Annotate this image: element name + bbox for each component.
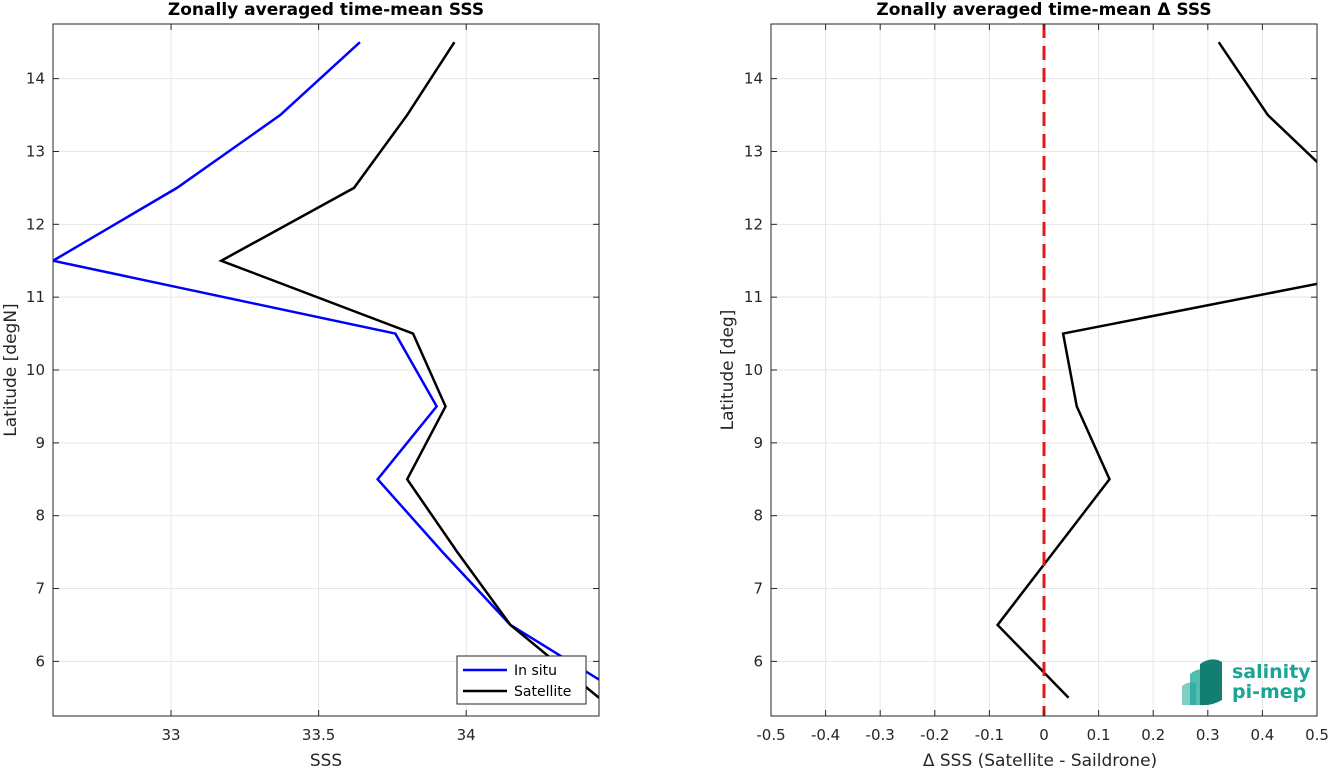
right-y-tick-label: 10	[744, 361, 763, 379]
right-y-tick-label: 14	[744, 70, 763, 88]
left-chart-panel: 33 33.5 34 6 7 8 9 10 11 12 13 14 Zonally averaged …	[1, 0, 600, 769]
right-x-tick-label: 0.3	[1196, 726, 1220, 744]
right-x-tick-label: -0.5	[756, 726, 785, 744]
left-y-tick-label: 10	[26, 361, 45, 379]
right-x-tick-label: 0	[1039, 726, 1049, 744]
right-y-axis-label: Latitude [deg]	[718, 310, 738, 431]
right-x-tick-label: 0.2	[1141, 726, 1165, 744]
left-y-tick-label: 13	[26, 142, 45, 160]
left-y-tick-label: 6	[35, 652, 45, 670]
right-x-tick-label: 0.1	[1087, 726, 1111, 744]
left-y-axis-label: Latitude [degN]	[1, 303, 21, 436]
right-y-tick-label: 11	[744, 288, 763, 306]
right-series-layer	[995, 24, 1317, 716]
right-chart-panel: -0.5 -0.4 -0.3 -0.2 -0.1 0 0.1 0.2 0.3 0.4 0.5 6 7 8 9…	[718, 0, 1329, 769]
logo-waves-icon	[1182, 659, 1222, 706]
right-ticks: -0.5 -0.4 -0.3 -0.2 -0.1 0 0.1 0.2 0.3 0.4 0.5 6 7 8 9…	[744, 24, 1329, 744]
salinity-pi-mep-logo: salinity pi-mep	[1182, 659, 1311, 706]
left-ticks: 33 33.5 34 6 7 8 9 10 11 12 13 14	[26, 24, 599, 744]
left-x-axis-label: SSS	[310, 751, 342, 769]
right-x-tick-label: -0.2	[920, 726, 949, 744]
left-y-tick-label: 11	[26, 288, 45, 306]
right-y-tick-label: 9	[753, 434, 763, 452]
right-chart-title: Zonally averaged time-mean Δ SSS	[876, 0, 1211, 20]
logo-line-2: pi-mep	[1232, 681, 1306, 703]
right-x-tick-label: 0.5	[1305, 726, 1329, 744]
legend-label-satellite: Satellite	[514, 684, 571, 700]
right-x-tick-label: -0.4	[811, 726, 840, 744]
right-y-tick-label: 12	[744, 215, 763, 233]
left-y-tick-label: 7	[35, 580, 45, 598]
right-x-tick-label: 0.4	[1250, 726, 1274, 744]
logo-line-1: salinity	[1232, 661, 1311, 683]
legend-box	[456, 655, 587, 705]
left-grid	[53, 24, 599, 716]
left-chart-title: Zonally averaged time-mean SSS	[168, 0, 484, 20]
left-y-tick-label: 9	[35, 434, 45, 452]
legend: In situ Satellite	[456, 655, 587, 705]
delta-series-line	[995, 41, 1317, 699]
left-x-tick-label: 33.5	[302, 726, 335, 744]
left-y-tick-label: 14	[26, 70, 45, 88]
right-y-tick-label: 13	[744, 142, 763, 160]
legend-label-in-situ: In situ	[514, 663, 557, 679]
left-x-tick-label: 34	[457, 726, 476, 744]
left-series-layer	[53, 41, 599, 699]
in-situ-series-line	[53, 41, 599, 682]
left-y-tick-label: 12	[26, 215, 45, 233]
right-x-tick-label: -0.1	[975, 726, 1004, 744]
left-x-tick-label: 33	[162, 726, 181, 744]
right-x-tick-label: -0.3	[866, 726, 895, 744]
right-y-tick-label: 7	[753, 580, 763, 598]
right-x-axis-label: Δ SSS (Satellite - Saildrone)	[923, 751, 1157, 769]
right-y-tick-label: 8	[753, 507, 763, 525]
left-y-tick-label: 8	[35, 507, 45, 525]
satellite-series-line	[218, 41, 599, 699]
right-y-tick-label: 6	[753, 652, 763, 670]
